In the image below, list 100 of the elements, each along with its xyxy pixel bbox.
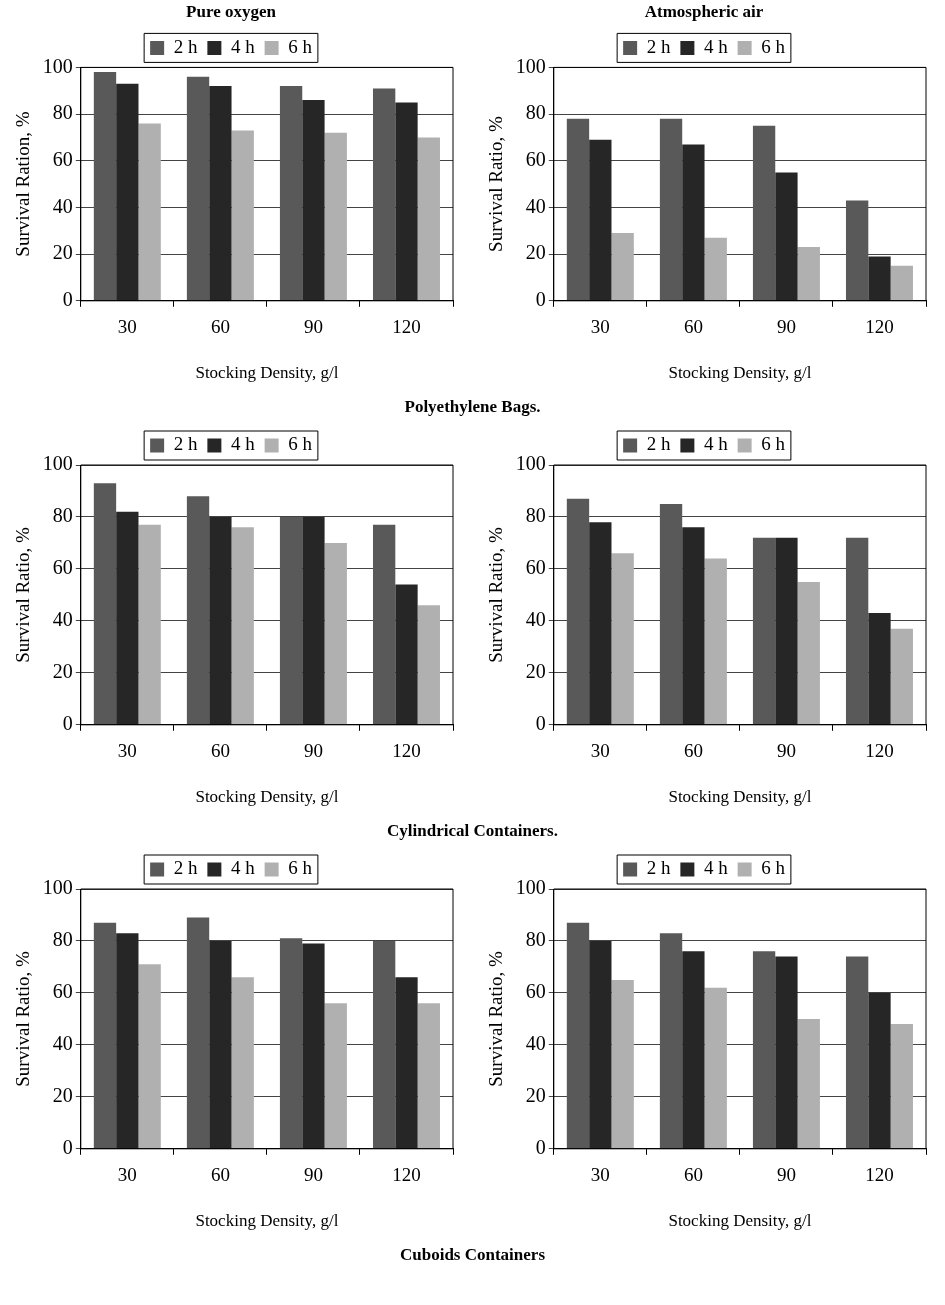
bar: [324, 132, 347, 301]
legend-label: 2 h: [173, 35, 198, 57]
y-axis-title: Survival Ratio, %: [12, 950, 34, 1087]
legend-label: 6 h: [288, 35, 313, 57]
bar: [566, 118, 590, 301]
bar: [302, 100, 325, 301]
x-tick-label: 30: [117, 1164, 137, 1186]
y-axis-title: Survival Ration, %: [12, 111, 34, 257]
x-tick-label: 60: [683, 740, 703, 762]
bar: [93, 922, 117, 1149]
bar: [845, 537, 869, 725]
bar: [704, 987, 727, 1149]
legend-label: 4 h: [230, 35, 256, 57]
bar: [324, 542, 347, 725]
legend-label: 4 h: [703, 35, 729, 57]
y-tick-label: 0: [535, 712, 546, 735]
bar: [302, 516, 325, 725]
y-tick-label: 20: [52, 241, 73, 264]
text: Polyethylene Bags.: [403, 396, 542, 418]
y-axis-title: Survival Ratio, %: [485, 950, 507, 1087]
bar: [868, 992, 891, 1149]
y-tick-label: 100: [515, 452, 546, 475]
bar: [752, 125, 776, 301]
y-tick-label: 60: [52, 980, 73, 1003]
text: Cuboids Containers: [399, 1244, 546, 1266]
y-tick-label: 0: [62, 288, 73, 311]
bar: [775, 956, 798, 1149]
bar: [138, 123, 161, 301]
bar: [611, 979, 634, 1149]
y-tick-label: 40: [52, 194, 73, 217]
y-tick-label: 80: [525, 928, 546, 951]
bar: [752, 537, 776, 725]
legend-label: 6 h: [761, 433, 786, 455]
bar: [231, 527, 254, 725]
x-axis-title: Stocking Density, g/l: [195, 363, 339, 383]
y-tick-label: 40: [525, 1032, 546, 1055]
legend-label: 6 h: [288, 433, 313, 455]
chart-title: Atmospheric air: [644, 1, 764, 21]
x-axis-title: Stocking Density, g/l: [195, 787, 339, 807]
legend-label: 4 h: [230, 857, 256, 879]
x-axis-title: Stocking Density, g/l: [668, 363, 812, 383]
x-tick-label: 30: [590, 1164, 610, 1186]
bar: [417, 605, 440, 725]
bar: [372, 524, 396, 725]
bar: [845, 956, 869, 1149]
y-tick-label: 80: [52, 504, 73, 527]
y-tick-label: 100: [42, 452, 73, 475]
bar: [116, 933, 139, 1149]
bar: [417, 137, 440, 301]
y-tick-label: 100: [42, 876, 73, 899]
x-tick-label: 90: [776, 1164, 796, 1186]
y-tick-label: 60: [52, 556, 73, 579]
x-tick-label: 120: [392, 740, 421, 762]
bar: [589, 139, 612, 301]
x-tick-label: 90: [776, 740, 796, 762]
y-tick-label: 100: [515, 54, 546, 77]
x-tick-label: 120: [392, 1164, 421, 1186]
bar: [93, 483, 117, 725]
y-tick-label: 0: [62, 1136, 73, 1159]
x-axis-title: Stocking Density, g/l: [195, 1211, 339, 1231]
x-tick-label: 60: [683, 1164, 703, 1186]
bar: [138, 524, 161, 725]
bar: [186, 496, 210, 725]
bar: [659, 933, 683, 1149]
legend-label: 4 h: [703, 433, 729, 455]
bar: [682, 144, 705, 301]
x-tick-label: 90: [776, 316, 796, 338]
y-tick-label: 60: [525, 980, 546, 1003]
y-tick-label: 20: [525, 241, 546, 264]
bar: [209, 940, 232, 1149]
bar: [868, 256, 891, 301]
y-tick-label: 20: [52, 1084, 73, 1107]
bar: [566, 498, 590, 725]
y-tick-label: 80: [525, 101, 546, 124]
x-axis-title: Stocking Density, g/l: [668, 787, 812, 807]
bar: [116, 511, 139, 725]
bar: [611, 553, 634, 725]
bar: [797, 581, 820, 725]
bar: [372, 88, 396, 301]
bar: [659, 503, 683, 725]
y-tick-label: 100: [515, 876, 546, 899]
y-tick-label: 0: [535, 288, 546, 311]
y-tick-label: 40: [525, 608, 546, 631]
bar: [868, 613, 891, 725]
bar: [231, 130, 254, 301]
bar: [682, 951, 705, 1149]
y-tick-label: 40: [52, 608, 73, 631]
y-tick-label: 20: [52, 660, 73, 683]
bar: [704, 558, 727, 725]
text: Cylindrical Containers.: [386, 820, 559, 842]
chart-title: Pure oxygen: [186, 1, 277, 21]
bar: [611, 233, 634, 301]
y-tick-label: 20: [525, 1084, 546, 1107]
legend-label: 2 h: [646, 857, 671, 879]
bar: [845, 200, 869, 301]
y-tick-label: 0: [62, 712, 73, 735]
bar: [890, 628, 913, 725]
bar: [752, 951, 776, 1149]
y-axis-title: Survival Ratio, %: [12, 526, 34, 663]
bar: [279, 938, 303, 1149]
